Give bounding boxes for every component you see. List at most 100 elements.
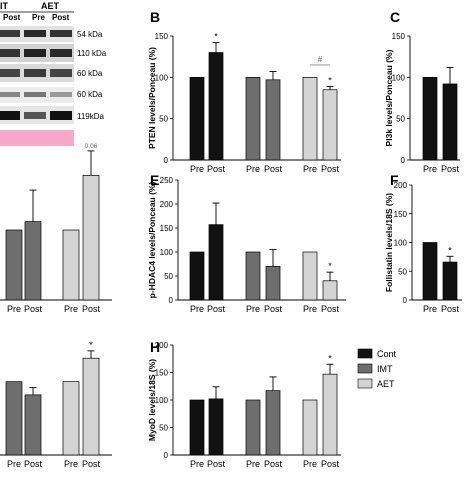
blot-band [0,30,20,37]
significance-annotation: * [448,245,452,255]
x-tick-label: Pre [7,459,21,469]
bar [245,251,261,301]
y-axis-label: PI3k levels/Ponceau (%) [384,49,394,146]
bar [189,251,205,301]
bar [322,373,338,456]
x-tick-label: Pre [303,304,317,314]
bar [62,229,80,301]
blot-band [24,112,46,119]
blot-kda-label: 110 kDa [77,49,107,58]
x-tick-label: Pre [190,459,204,469]
blot-band [24,69,46,77]
blot-band [0,49,20,57]
blot-band [50,69,72,77]
bar [265,390,281,456]
panel-letter: C [390,9,400,25]
x-tick-label: Post [82,304,101,314]
significance-annotation: * [328,75,332,85]
y-tick-label: 200 [155,341,169,350]
y-tick-label: 100 [155,73,169,82]
x-tick-label: Post [82,459,101,469]
bar [82,357,100,456]
x-tick-label: Pre [7,304,21,314]
bar [5,229,23,301]
bar [302,76,318,161]
blot-band [24,30,46,37]
y-tick-label: 150 [392,32,406,41]
x-tick-label: Post [321,304,340,314]
x-tick-label: Post [441,304,460,314]
blot-kda-label: 54 kDa [77,30,103,39]
legend: Cont IMT AET [357,348,397,389]
x-tick-label: Post [24,459,43,469]
chart-g: Pre Post Pre*Post [0,340,112,469]
bar [245,76,261,161]
x-tick-label: Pre [64,459,78,469]
x-tick-label: Pre [190,164,204,174]
blot-lane-label: Post [52,13,70,22]
legend-label-aet: AET [377,379,395,389]
comparison-bracket-label: # [318,55,323,64]
x-tick-label: Pre [423,164,437,174]
x-tick-label: Post [264,459,283,469]
blot-band [0,111,20,120]
x-tick-label: Post [207,304,226,314]
bar [245,399,261,456]
blot-group-label-aet: AET [41,1,60,11]
bar [422,242,438,301]
blot-band [24,92,46,97]
y-tick-label: 200 [160,200,174,209]
blot-band [50,111,72,120]
panel-letter: B [150,9,160,25]
bar-charts: B 0 50 100 150 PTEN levels/Ponceau (%) Pre * Pos… [0,9,462,469]
y-tick-label: 0 [164,156,169,165]
blot-kda-label: 60 kDa [77,69,103,78]
bar [442,83,458,161]
bar [208,398,224,456]
significance-annotation: * [328,353,332,363]
chart-b: B 0 50 100 150 PTEN levels/Ponceau (%) Pre * Pos… [147,9,341,174]
x-tick-label: Pre [303,164,317,174]
significance-annotation: * [214,32,218,42]
blot-band [50,92,72,97]
bar [208,224,224,301]
y-tick-label: 100 [160,248,174,257]
y-axis-label: p-HDAC4 levels/Ponceau (%) [147,181,157,298]
blot-kda-label: 119kDa [77,112,105,121]
legend-swatch-cont [357,348,373,359]
bar [322,89,338,161]
blot-kda-label: 60 kDa [77,90,103,99]
y-tick-label: 100 [155,396,169,405]
x-tick-label: Post [264,164,283,174]
x-tick-label: Post [321,164,340,174]
blot-band [50,30,72,37]
legend-label-cont: Cont [377,349,397,359]
y-axis-label: Follistatin levels/18S (%) [384,193,394,292]
panel-letter: F [390,172,399,188]
blot-band [0,69,20,77]
blot-lane-label: Post [3,13,21,22]
y-tick-label: 150 [155,369,169,378]
legend-swatch-imt [357,363,373,374]
western-blot-panel: IT AET Post Pre Post 54 kDa 110 kD [0,1,107,146]
blot-band [0,92,20,97]
y-tick-label: 0 [169,296,174,305]
bar [208,52,224,161]
x-tick-label: Pre [246,304,260,314]
x-tick-label: Pre [423,304,437,314]
blot-ponceau-stain [0,130,74,146]
y-tick-label: 0 [403,296,408,305]
y-axis-label: MyoD levels/18S (%) [147,359,157,441]
y-tick-label: 200 [394,181,408,190]
y-tick-label: 50 [398,267,407,276]
blot-band [50,49,72,57]
bar [302,399,318,456]
significance-annotation: 0.06 [85,143,98,150]
x-tick-label: Pre [190,304,204,314]
blot-band [24,49,46,57]
y-tick-label: 0 [164,451,169,460]
chart-c: C 0 50 100 150 PI3k levels/Ponceau (%) Pre Post [384,9,460,174]
